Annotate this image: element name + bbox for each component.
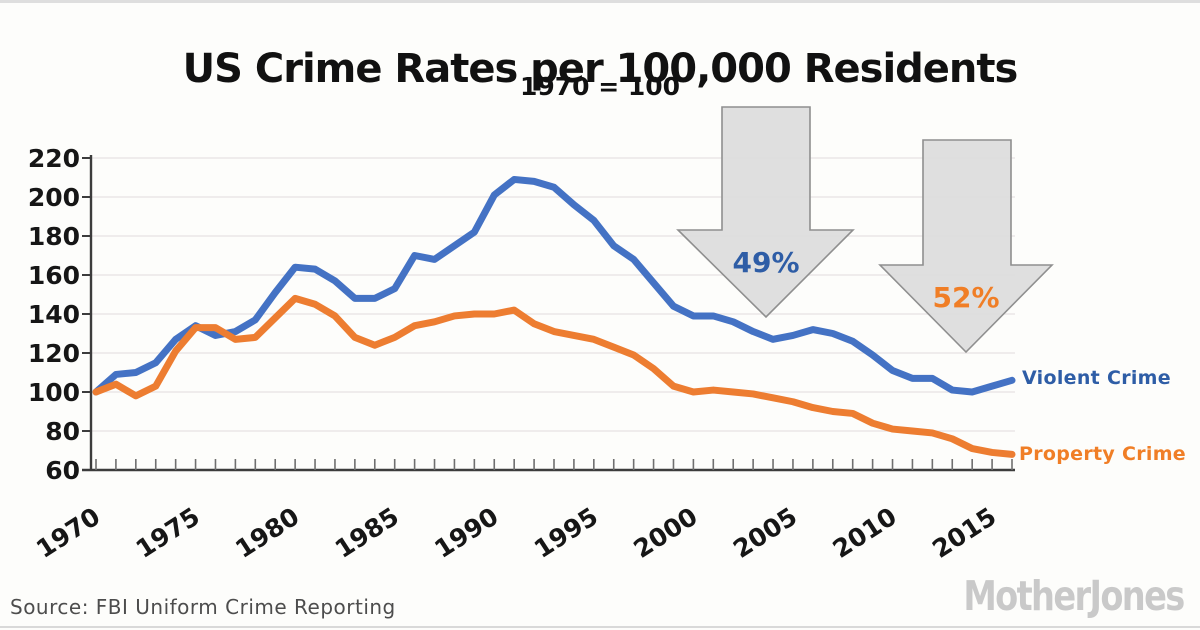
gridlines-layer bbox=[91, 157, 1015, 432]
x-tick-label-1995: 1995 bbox=[529, 502, 603, 564]
chart-title: US Crime Rates per 100,000 Residents bbox=[182, 45, 1019, 92]
bottom-border bbox=[0, 626, 1200, 628]
y-tick-label-140: 140 bbox=[28, 300, 80, 329]
x-tick-label-1985: 1985 bbox=[330, 502, 404, 564]
x-tick-label-1990: 1990 bbox=[429, 502, 503, 564]
x-tick-label-2010: 2010 bbox=[828, 502, 902, 564]
series-line-violent-crime bbox=[92, 175, 1016, 396]
series-label-violent-crime: Violent Crime bbox=[1022, 367, 1171, 389]
y-tick-label-100: 100 bbox=[28, 378, 80, 407]
decline-arrow-property-crime bbox=[878, 139, 1054, 354]
x-tick-label-1980: 1980 bbox=[230, 502, 304, 564]
x-tick-label-2005: 2005 bbox=[728, 502, 802, 564]
x-tick-label-2000: 2000 bbox=[628, 502, 702, 564]
decline-arrow-label-violent-crime: 49% bbox=[732, 246, 799, 279]
x-tick-label-1975: 1975 bbox=[131, 502, 205, 564]
y-tick-label-220: 220 bbox=[28, 144, 80, 173]
y-tick-label-180: 180 bbox=[28, 222, 80, 251]
y-tick-label-120: 120 bbox=[28, 339, 80, 368]
series-layer bbox=[92, 175, 1016, 458]
x-tick-label-2015: 2015 bbox=[927, 502, 1001, 564]
decline-arrows-layer: 49% 52% bbox=[676, 106, 1054, 354]
y-tick-label-80: 80 bbox=[45, 417, 80, 446]
series-label-property-crime: Property Crime bbox=[1019, 443, 1186, 465]
x-tick-label-1970: 1970 bbox=[31, 502, 105, 564]
chart-subtitle: 1970 = 100 bbox=[519, 72, 681, 101]
decline-arrow-violent-crime bbox=[676, 106, 855, 319]
y-tick-label-60: 60 bbox=[45, 456, 80, 485]
y-tick-label-160: 160 bbox=[28, 261, 80, 290]
top-border bbox=[0, 0, 1200, 3]
y-tick-label-200: 200 bbox=[28, 183, 80, 212]
series-line-property-crime bbox=[92, 294, 1016, 458]
source-note: Source: FBI Uniform Crime Reporting bbox=[10, 595, 396, 619]
motherjones-logo: MotherJones bbox=[963, 572, 1186, 620]
decline-arrow-label-property-crime: 52% bbox=[932, 281, 999, 314]
